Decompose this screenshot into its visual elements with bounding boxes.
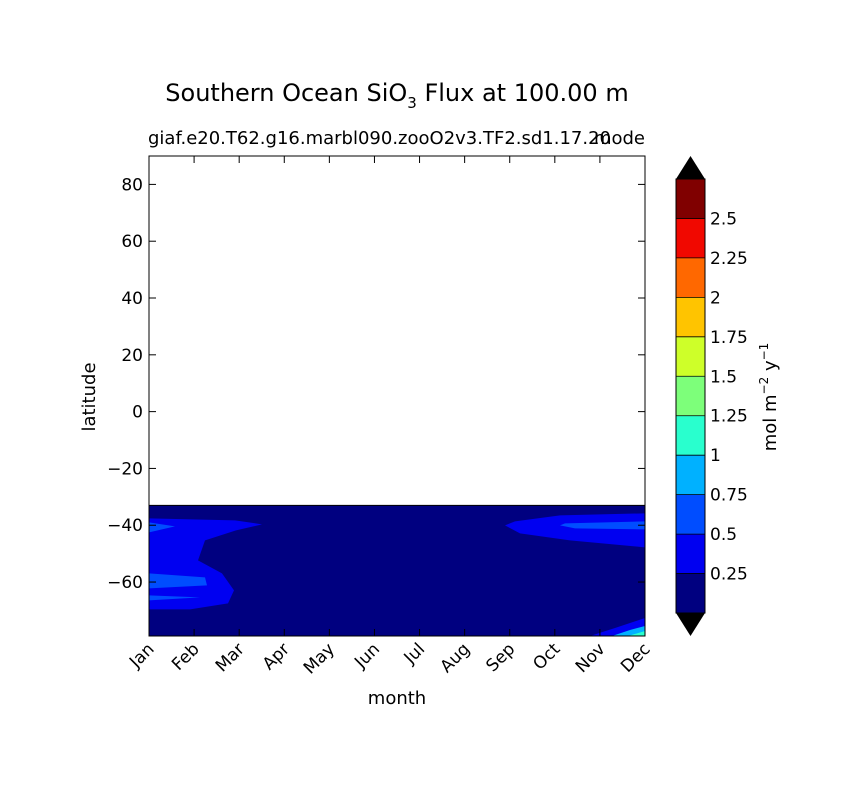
contour-band-level1-dec (505, 513, 645, 548)
y-tick-label: 80 (121, 175, 143, 195)
y-tick-label: −60 (107, 573, 143, 593)
y-axis-ticks: 80 60 40 20 0 −20 −40 −60 (107, 175, 645, 593)
y-tick-label: 60 (121, 232, 143, 252)
title-subscript: 3 (407, 94, 417, 112)
x-tick-label: Sep (482, 639, 519, 676)
chart-title: Southern Ocean SiO3 Flux at 100.00 m (165, 79, 628, 112)
colorbar-tick-label: 1.75 (710, 328, 748, 348)
x-tick-label: Apr (259, 639, 294, 674)
colorbar-swatch (676, 494, 705, 535)
colorbar-swatch (676, 455, 705, 495)
colorbar-tick-label: 0.75 (710, 486, 748, 506)
colorbar-frame (675, 178, 706, 614)
colorbar-swatch (676, 179, 705, 219)
x-tick-label: Jul (400, 639, 429, 668)
y-tick-label: 20 (121, 346, 143, 366)
colorbar-swatch (676, 415, 705, 456)
colorbar-extend-min (676, 613, 705, 636)
plot-frame (148, 155, 646, 637)
x-tick-label: Oct (529, 639, 564, 674)
colorbar-swatch (676, 376, 705, 416)
contour-band-level2-jan-c (149, 595, 200, 601)
contour-band-level2-jan-b (149, 573, 207, 589)
colorbar-tick-label: 0.5 (710, 525, 737, 545)
x-tick-label: Dec (617, 639, 654, 676)
y-tick-label: 0 (132, 403, 143, 423)
x-tick-label: Jun (350, 639, 384, 673)
y-axis-label: latitude (79, 362, 100, 431)
y-tick-label: −40 (107, 516, 143, 536)
y-tick-label: −20 (107, 459, 143, 479)
colorbar-tick-label: 1.5 (710, 367, 737, 387)
colorbar-tick-label: 2 (710, 288, 721, 308)
colorbar-swatch (676, 336, 705, 377)
colorbar-tick-label: 2.5 (710, 209, 737, 229)
colorbar-swatch (676, 257, 705, 298)
x-tick-label: Nov (572, 639, 610, 677)
x-tick-label: Jan (125, 639, 158, 672)
colorbar-extend-max (676, 156, 705, 179)
x-tick-label: Aug (437, 639, 475, 677)
contour-field (149, 504, 645, 636)
x-tick-label: Mar (212, 639, 249, 676)
x-axis-label: month (368, 688, 426, 709)
colorbar-label: mol m−2 y−1 (757, 343, 781, 452)
colorbar-tick-label: 1.25 (710, 407, 748, 427)
x-tick-label: May (300, 639, 339, 678)
colorbar-tick-label: 1 (710, 446, 721, 466)
colorbar-swatch (676, 218, 705, 258)
y-tick-label: 40 (121, 289, 143, 309)
colorbar-tick-label: 2.25 (710, 249, 748, 269)
contour-band-level4-dec-south (628, 631, 645, 636)
colorbar-swatch (676, 297, 705, 337)
colorbar-swatch (676, 573, 705, 613)
chart-subtitle-left: giaf.e20.T62.g16.marbl090.zooO2v3.TF2.sd… (148, 128, 611, 149)
chart-subtitle-right: mode (594, 128, 645, 149)
title-suffix: Flux at 100.00 m (417, 79, 629, 107)
colorbar: 0.25 0.5 0.75 1 1.25 1.5 1.75 2 2.25 2.5 (675, 156, 748, 636)
plot-area: 80 60 40 20 0 −20 −40 −60 Jan Feb Mar Apr May Jun Jul… (107, 155, 655, 678)
contour-band-level2-dec (560, 521, 645, 530)
x-tick-label: Feb (168, 639, 203, 674)
colorbar-swatch (676, 534, 705, 574)
colorbar-tick-label: 0.25 (710, 565, 748, 585)
title-main: Southern Ocean SiO (165, 79, 407, 107)
